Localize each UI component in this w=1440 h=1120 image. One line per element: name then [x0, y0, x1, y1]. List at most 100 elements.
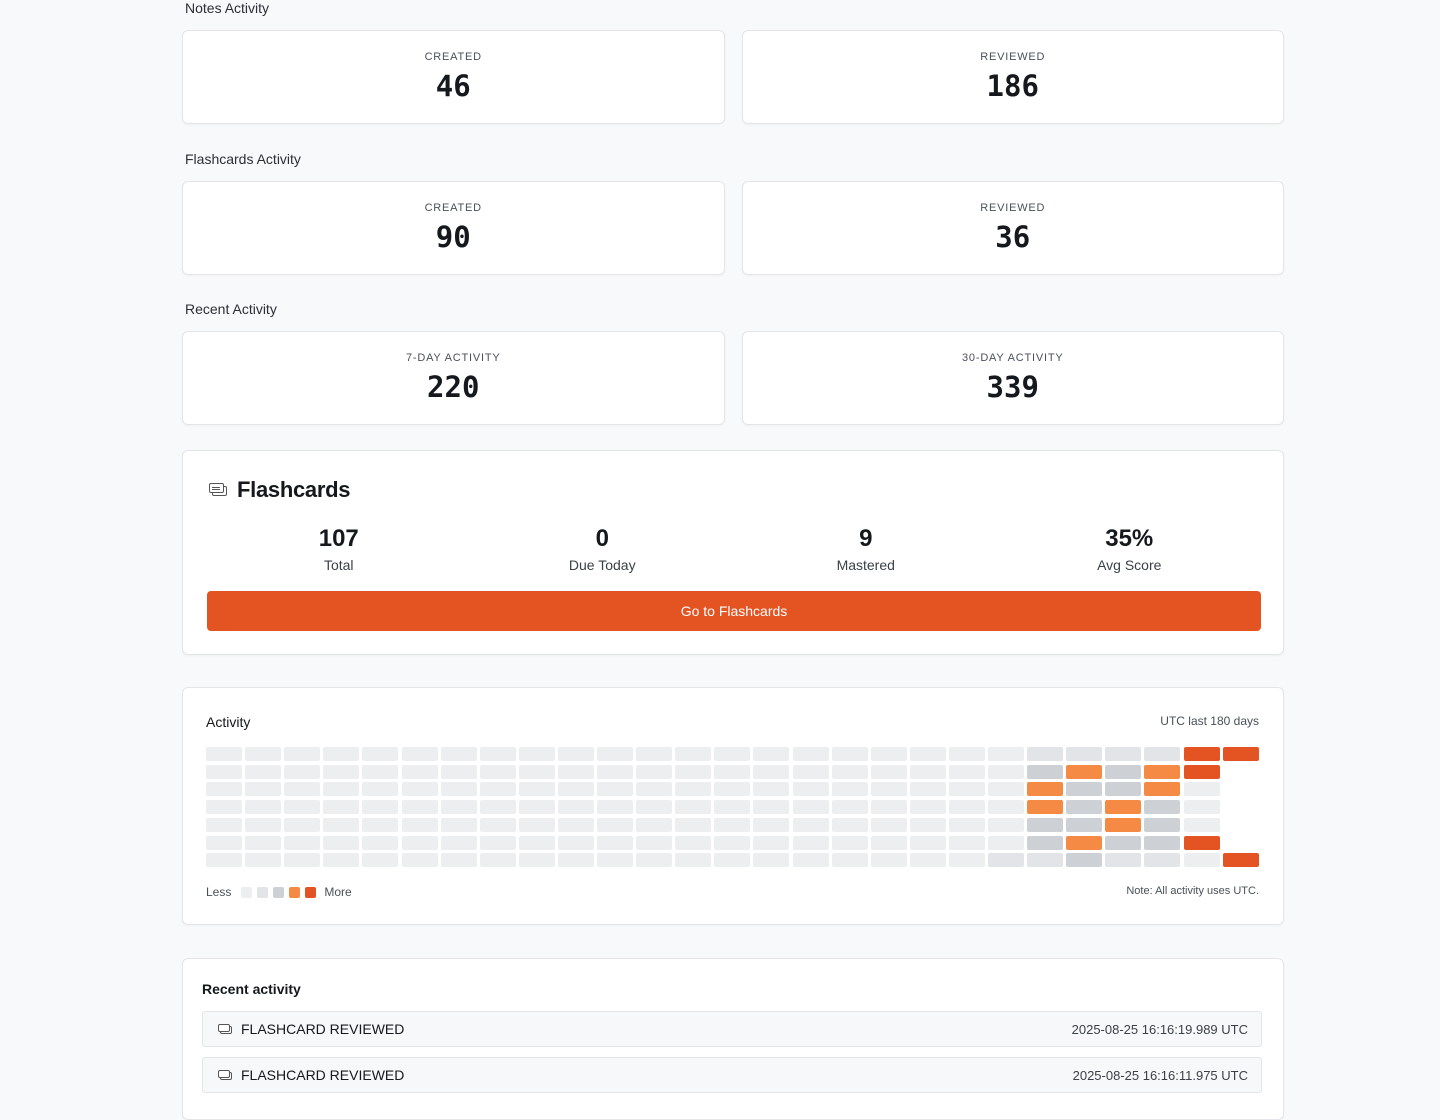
heatmap-cell	[557, 747, 594, 761]
list-item[interactable]: FLASHCARD REVIEWED 2025-08-25 16:16:19.9…	[202, 1011, 1262, 1047]
heatmap-cell	[988, 764, 1024, 779]
heatmap-cell	[870, 817, 907, 832]
heatmap-cell	[597, 800, 633, 815]
heatmap-cell	[1183, 747, 1220, 761]
flashcard-icon	[218, 1023, 232, 1035]
list-item[interactable]: FLASHCARD REVIEWED 2025-08-25 16:16:11.9…	[202, 1057, 1262, 1093]
activity-timestamp: 2025-08-25 16:16:19.989 UTC	[1071, 1021, 1248, 1037]
heatmap-cell	[440, 800, 477, 815]
heatmap-cell	[518, 747, 555, 761]
legend-swatch-3	[289, 886, 301, 898]
heatmap-cell	[597, 835, 633, 850]
heatmap-cell	[206, 853, 242, 868]
heatmap-cell	[1027, 764, 1064, 779]
heatmap-cell	[479, 764, 516, 779]
flashcards-reviewed-card: REVIEWED 36	[741, 181, 1284, 275]
heatmap-cell	[401, 835, 438, 850]
heatmap-cell	[870, 800, 907, 815]
heatmap-cell	[714, 835, 751, 850]
heatmap-cell	[1066, 817, 1103, 832]
heatmap-cell	[870, 835, 907, 850]
heatmap-cell	[284, 835, 321, 850]
heatmap-cell	[792, 782, 829, 797]
heatmap-cell	[870, 853, 907, 868]
heatmap-cell	[948, 835, 985, 850]
heatmap-cell	[557, 782, 594, 797]
heatmap-cell	[753, 782, 790, 797]
heatmap-cell	[362, 835, 399, 850]
heatmap-cell	[1183, 817, 1220, 832]
heatmap-cell	[636, 817, 673, 832]
heatmap-cell	[714, 853, 751, 868]
heatmap-cell	[792, 817, 829, 832]
heatmap-cell	[1222, 853, 1259, 868]
heatmap-cell	[988, 800, 1024, 815]
heatmap-cell	[323, 764, 360, 779]
heatmap-cell	[1144, 835, 1181, 850]
heatmap-cell	[714, 747, 751, 761]
activity-title: Activity	[206, 714, 251, 730]
heatmap-cell	[1066, 764, 1103, 779]
flashcards-avg-label: Avg Score	[1097, 557, 1162, 573]
heatmap-cell	[557, 764, 594, 779]
heatmap-cell	[675, 817, 712, 832]
flashcards-reviewed-label: REVIEWED	[980, 202, 1046, 214]
heatmap-cell	[831, 853, 868, 868]
heatmap-cell	[284, 853, 321, 868]
heatmap-cell	[401, 817, 438, 832]
legend-more-label: More	[324, 885, 352, 899]
heatmap-cell	[909, 764, 946, 779]
heatmap-cell	[597, 817, 633, 832]
heatmap-cell	[479, 800, 516, 815]
heatmap-cell	[675, 800, 712, 815]
heatmap-cell	[440, 853, 477, 868]
heatmap-cell	[323, 817, 360, 832]
legend-swatch-1	[257, 886, 269, 898]
heatmap-cell	[362, 817, 399, 832]
heatmap-cell	[479, 817, 516, 832]
heatmap-cell	[440, 764, 477, 779]
heatmap-cell	[636, 782, 673, 797]
heatmap-cell	[401, 853, 438, 868]
thirty-day-card: 30-DAY ACTIVITY 339	[741, 331, 1284, 425]
heatmap-cell	[206, 747, 242, 761]
heatmap-cell	[909, 782, 946, 797]
heatmap-cell	[1144, 853, 1181, 868]
flashcards-avg-value: 35%	[1105, 525, 1154, 552]
heatmap-cell	[597, 782, 633, 797]
heatmap-cell	[1066, 747, 1103, 761]
heatmap-cell	[206, 782, 242, 797]
heatmap-cell	[1105, 817, 1142, 832]
heatmap-cell	[1183, 764, 1220, 779]
flashcards-due-label: Due Today	[568, 557, 636, 573]
flashcards-total-label: Total	[323, 557, 354, 573]
heatmap-cell	[831, 800, 868, 815]
heatmap-cell	[1222, 747, 1259, 761]
heatmap-cell	[440, 747, 477, 761]
legend-less-label: Less	[206, 885, 232, 899]
flashcards-header: Flashcards	[209, 477, 350, 503]
notes-reviewed-label: REVIEWED	[980, 51, 1046, 63]
recent-activity-panel: Recent activity FLASHCARD REVIEWED 2025-…	[182, 958, 1284, 1120]
go-to-flashcards-button[interactable]: Go to Flashcards	[207, 591, 1261, 631]
heatmap-cell	[1066, 853, 1103, 868]
recent-activity-title: Recent activity	[202, 981, 301, 997]
heatmap-cell	[557, 817, 594, 832]
heatmap-cell	[831, 747, 868, 761]
seven-day-card: 7-DAY ACTIVITY 220	[182, 331, 725, 425]
heatmap-cell	[1066, 782, 1103, 797]
heatmap-cell	[284, 764, 321, 779]
heatmap-cell	[1144, 800, 1181, 815]
heatmap-cell	[479, 782, 516, 797]
heatmap-cell	[206, 817, 242, 832]
heatmap-cell	[636, 835, 673, 850]
heatmap-cell	[401, 764, 438, 779]
recent-activity-cards: 7-DAY ACTIVITY 220 30-DAY ACTIVITY 339	[182, 331, 1284, 425]
heatmap-cell	[636, 764, 673, 779]
heatmap-cell	[518, 764, 555, 779]
heatmap-cell	[245, 764, 282, 779]
heatmap-cell	[831, 764, 868, 779]
heatmap-cell	[636, 747, 673, 761]
heatmap-cell	[557, 853, 594, 868]
heatmap-cell	[245, 817, 282, 832]
